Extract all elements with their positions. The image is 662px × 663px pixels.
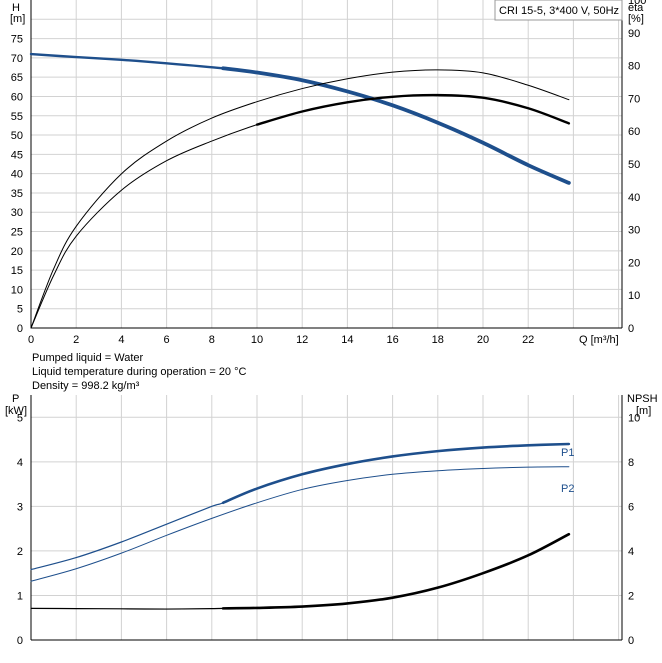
left-tick-label: 50	[11, 130, 23, 142]
left-tick-label: 70	[11, 53, 23, 65]
x-tick-label: 18	[432, 334, 444, 346]
right-tick-label: 2	[628, 590, 634, 602]
label-layer: CRI 15-5, 3*400 V, 50Hz H [m] eta [%] Q …	[5, 0, 658, 647]
right-tick-label: 0	[628, 323, 634, 335]
series-line-0-2	[30, 94, 570, 329]
left-tick-label: 3	[17, 501, 23, 513]
series-operating-range-0-0	[221, 66, 571, 185]
x-tick-label: 4	[118, 334, 124, 346]
left-tick-label: 10	[11, 284, 23, 296]
npsh-axis-unit: [m]	[636, 405, 651, 417]
grid-layer	[31, 0, 622, 640]
chart-title: CRI 15-5, 3*400 V, 50Hz	[499, 5, 619, 17]
x-tick-label: 14	[341, 334, 353, 346]
right-tick-label: 50	[628, 159, 640, 171]
right-tick-label: 70	[628, 93, 640, 105]
right-tick-label: 0	[628, 635, 634, 647]
liquid-temperature-text: Liquid temperature during operation = 20…	[32, 366, 247, 378]
pumped-liquid-text: Pumped liquid = Water	[32, 352, 144, 364]
title-box	[494, 0, 623, 21]
right-tick-label: 40	[628, 192, 640, 204]
p-axis-label: P	[12, 393, 19, 405]
h-axis-label: H	[12, 2, 20, 14]
series-operating-range-0-2	[255, 93, 571, 126]
left-tick-label: 65	[11, 72, 23, 84]
x-tick-label: 20	[477, 334, 489, 346]
left-tick-label: 60	[11, 91, 23, 103]
x-tick-label: 22	[522, 334, 534, 346]
right-tick-label: 8	[628, 457, 634, 469]
right-tick-label: 20	[628, 257, 640, 269]
series-layer	[29, 52, 571, 610]
npsh-axis-label: NPSH	[627, 393, 658, 405]
left-tick-label: 45	[11, 149, 23, 161]
left-tick-label: 2	[17, 546, 23, 558]
left-tick-label: 30	[11, 207, 23, 219]
series-label-p2: P2	[561, 483, 574, 495]
p-axis-unit: [kW]	[5, 405, 27, 417]
left-tick-label: 15	[11, 265, 23, 277]
x-tick-label: 12	[296, 334, 308, 346]
series-line-1-1	[30, 466, 570, 582]
left-tick-label: 1	[17, 590, 23, 602]
eta-axis-label: eta	[628, 2, 644, 14]
right-tick-label: 90	[628, 28, 640, 40]
density-text: Density = 998.2 kg/m³	[32, 380, 140, 392]
series-operating-range-1-2	[221, 532, 571, 610]
left-tick-label: 4	[17, 457, 23, 469]
frame-layer	[30, 0, 623, 641]
left-tick-label: 20	[11, 246, 23, 258]
left-tick-label: 40	[11, 169, 23, 181]
right-tick-label: 10	[628, 412, 640, 424]
series-operating-range-1-0	[221, 442, 571, 505]
left-tick-label: 5	[17, 304, 23, 316]
right-tick-label: 80	[628, 61, 640, 73]
eta-axis-unit: [%]	[628, 13, 644, 25]
right-tick-label: 100	[628, 0, 646, 7]
series-label-p1: P1	[561, 447, 574, 459]
left-tick-label: 25	[11, 227, 23, 239]
right-tick-label: 10	[628, 290, 640, 302]
series-line-0-1	[30, 69, 570, 329]
x-tick-label: 0	[28, 334, 34, 346]
x-tick-label: 10	[251, 334, 263, 346]
right-tick-label: 6	[628, 501, 634, 513]
h-axis-unit: [m]	[10, 13, 25, 25]
q-axis-label: Q [m³/h]	[579, 334, 619, 346]
right-tick-label: 4	[628, 546, 634, 558]
left-tick-label: 5	[17, 412, 23, 424]
x-tick-label: 8	[209, 334, 215, 346]
left-tick-label: 0	[17, 323, 23, 335]
x-tick-label: 16	[386, 334, 398, 346]
left-tick-label: 55	[11, 111, 23, 123]
x-tick-label: 2	[73, 334, 79, 346]
right-tick-label: 30	[628, 225, 640, 237]
left-tick-label: 0	[17, 635, 23, 647]
x-tick-label: 6	[164, 334, 170, 346]
left-tick-label: 75	[11, 34, 23, 46]
right-tick-label: 60	[628, 126, 640, 138]
left-tick-label: 35	[11, 188, 23, 200]
